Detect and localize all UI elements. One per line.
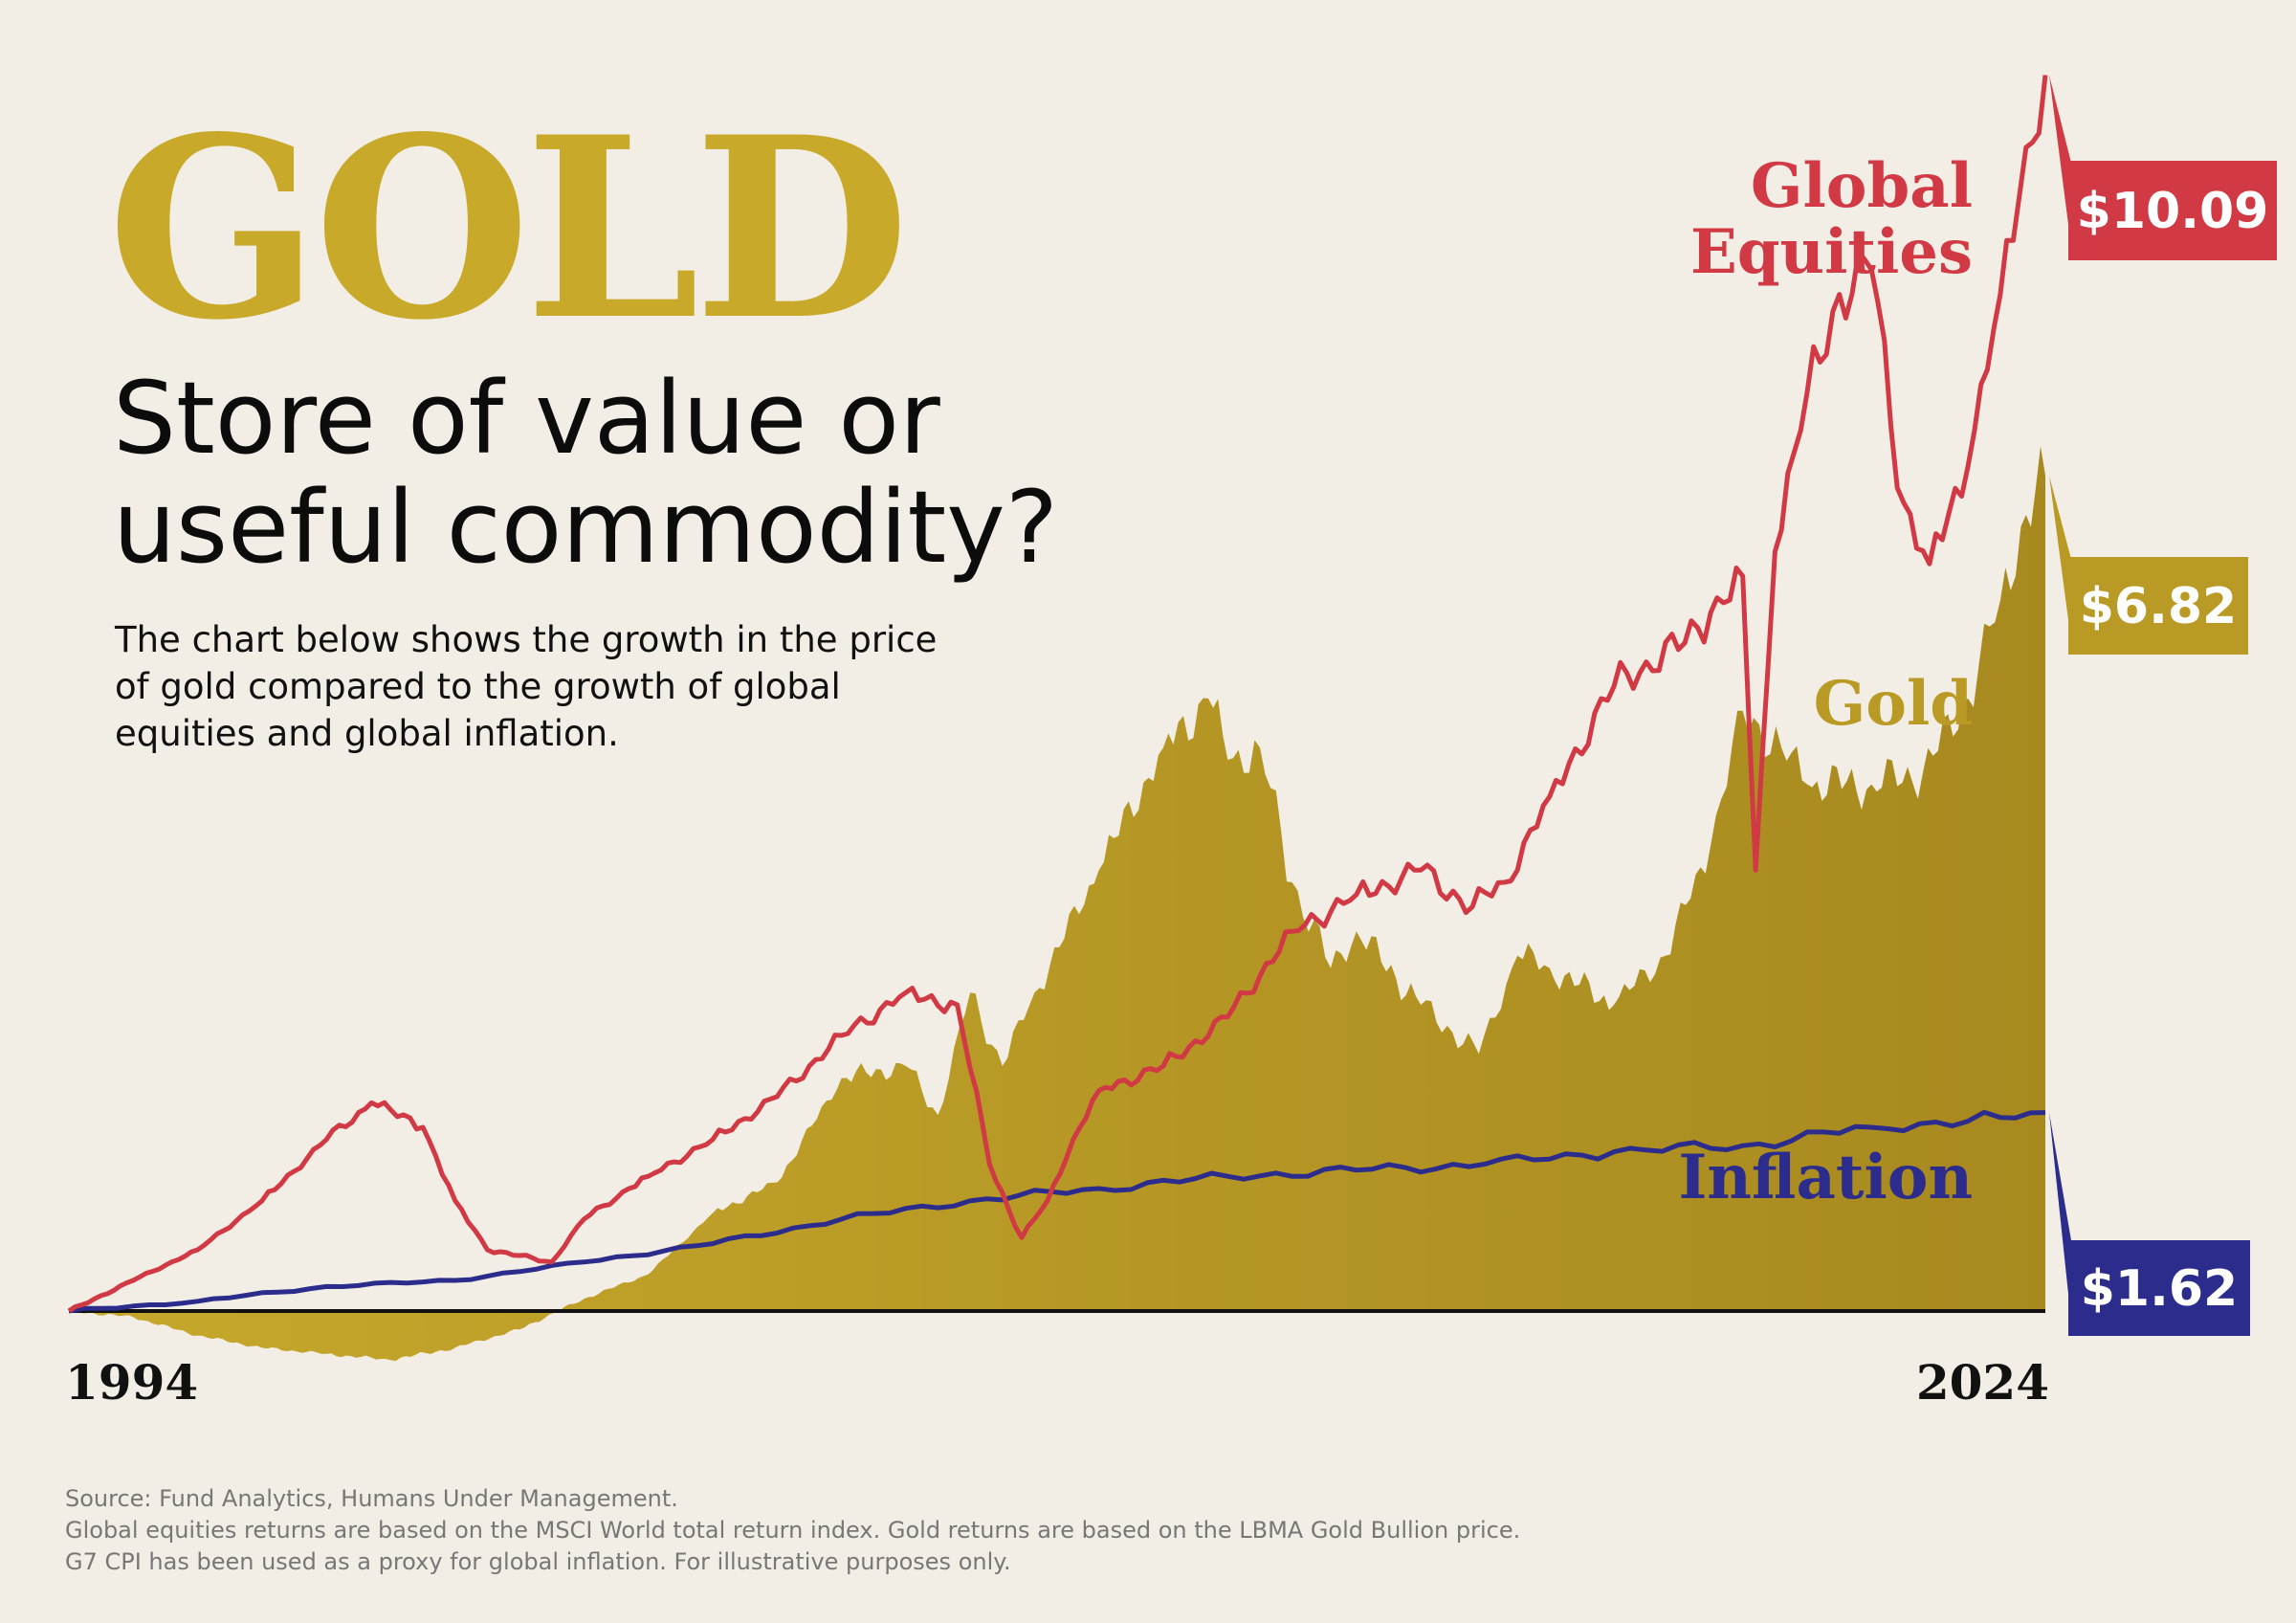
series-label-equities-line1: Global [1751, 150, 1973, 222]
series-label-gold: Gold [1814, 668, 1973, 740]
x-end-label: 2024 [1916, 1354, 2049, 1411]
footnote-methodology: Global equities returns are based on the… [65, 1517, 1521, 1544]
footnote-inflation: G7 CPI has been used as a proxy for glob… [65, 1548, 1011, 1575]
value-tag-gold: $6.82 [2049, 476, 2248, 655]
equities-line [67, 75, 2048, 1314]
footnote-source: Source: Fund Analytics, Humans Under Man… [65, 1485, 678, 1512]
value-tag-equities: $10.09 [2049, 75, 2277, 260]
value-label-equities: $10.09 [2077, 183, 2269, 240]
value-label-inflation: $1.62 [2081, 1260, 2238, 1318]
x-start-label: 1994 [65, 1354, 198, 1411]
headline: Store of value or useful commodity? [113, 360, 1059, 586]
gold-area [69, 446, 2045, 1362]
value-label-gold: $6.82 [2080, 578, 2237, 635]
brand-title: GOLD [107, 83, 910, 375]
value-tag-inflation: $1.62 [2049, 1112, 2250, 1336]
intro-text: The chart below shows the growth in the … [115, 619, 938, 754]
footnotes: Source: Fund Analytics, Humans Under Man… [65, 1483, 1787, 1578]
series-label-equities-line2: Equities [1690, 216, 1973, 288]
series-label-inflation: Inflation [1678, 1142, 1973, 1213]
inflation-line [68, 1109, 2046, 1314]
